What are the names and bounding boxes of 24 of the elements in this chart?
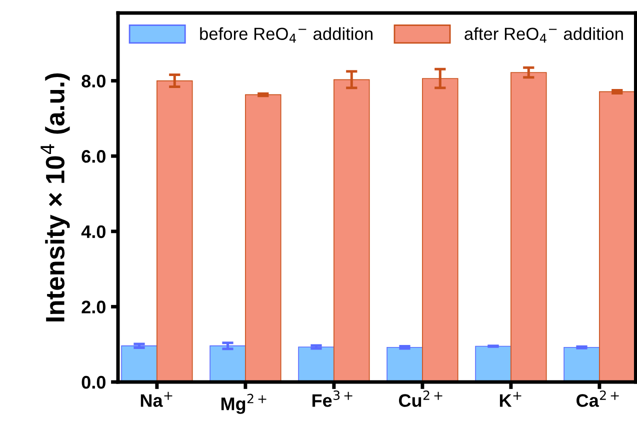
x-tick-label: Ca$^{2+}$ <box>576 390 619 407</box>
bar <box>121 345 158 382</box>
bar <box>564 346 600 382</box>
bar <box>599 91 636 382</box>
x-tick-label: Fe$^{3+}$ <box>312 390 352 407</box>
bar <box>510 72 547 382</box>
bar <box>386 346 423 382</box>
y-tick-label: 6.0 <box>82 150 106 163</box>
x-tick-label: Na$^{+}$ <box>140 392 172 407</box>
bar <box>298 346 334 382</box>
bar <box>245 94 282 382</box>
bar <box>210 345 246 382</box>
bar <box>475 346 512 382</box>
x-tick-label: Cu$^{2+}$ <box>398 390 442 407</box>
y-tick-label: 4.0 <box>81 225 106 238</box>
x-tick-label: Mg$^{2+}$ <box>221 394 266 414</box>
bar <box>156 80 193 382</box>
y-tick-label: 8.0 <box>82 74 106 88</box>
y-tick-label: 2.0 <box>82 300 106 314</box>
y-axis-title: Intensity × 10$^{4}$ (a.u.) <box>40 73 70 322</box>
legend-label: after ReO$_{4}$$^{−}$ addition <box>464 27 623 43</box>
legend-label: before ReO$_{4}$$^{−}$ addition <box>200 27 372 43</box>
x-tick-label: K$^{+}$ <box>500 392 522 407</box>
y-tick-label: 0.0 <box>82 376 106 389</box>
